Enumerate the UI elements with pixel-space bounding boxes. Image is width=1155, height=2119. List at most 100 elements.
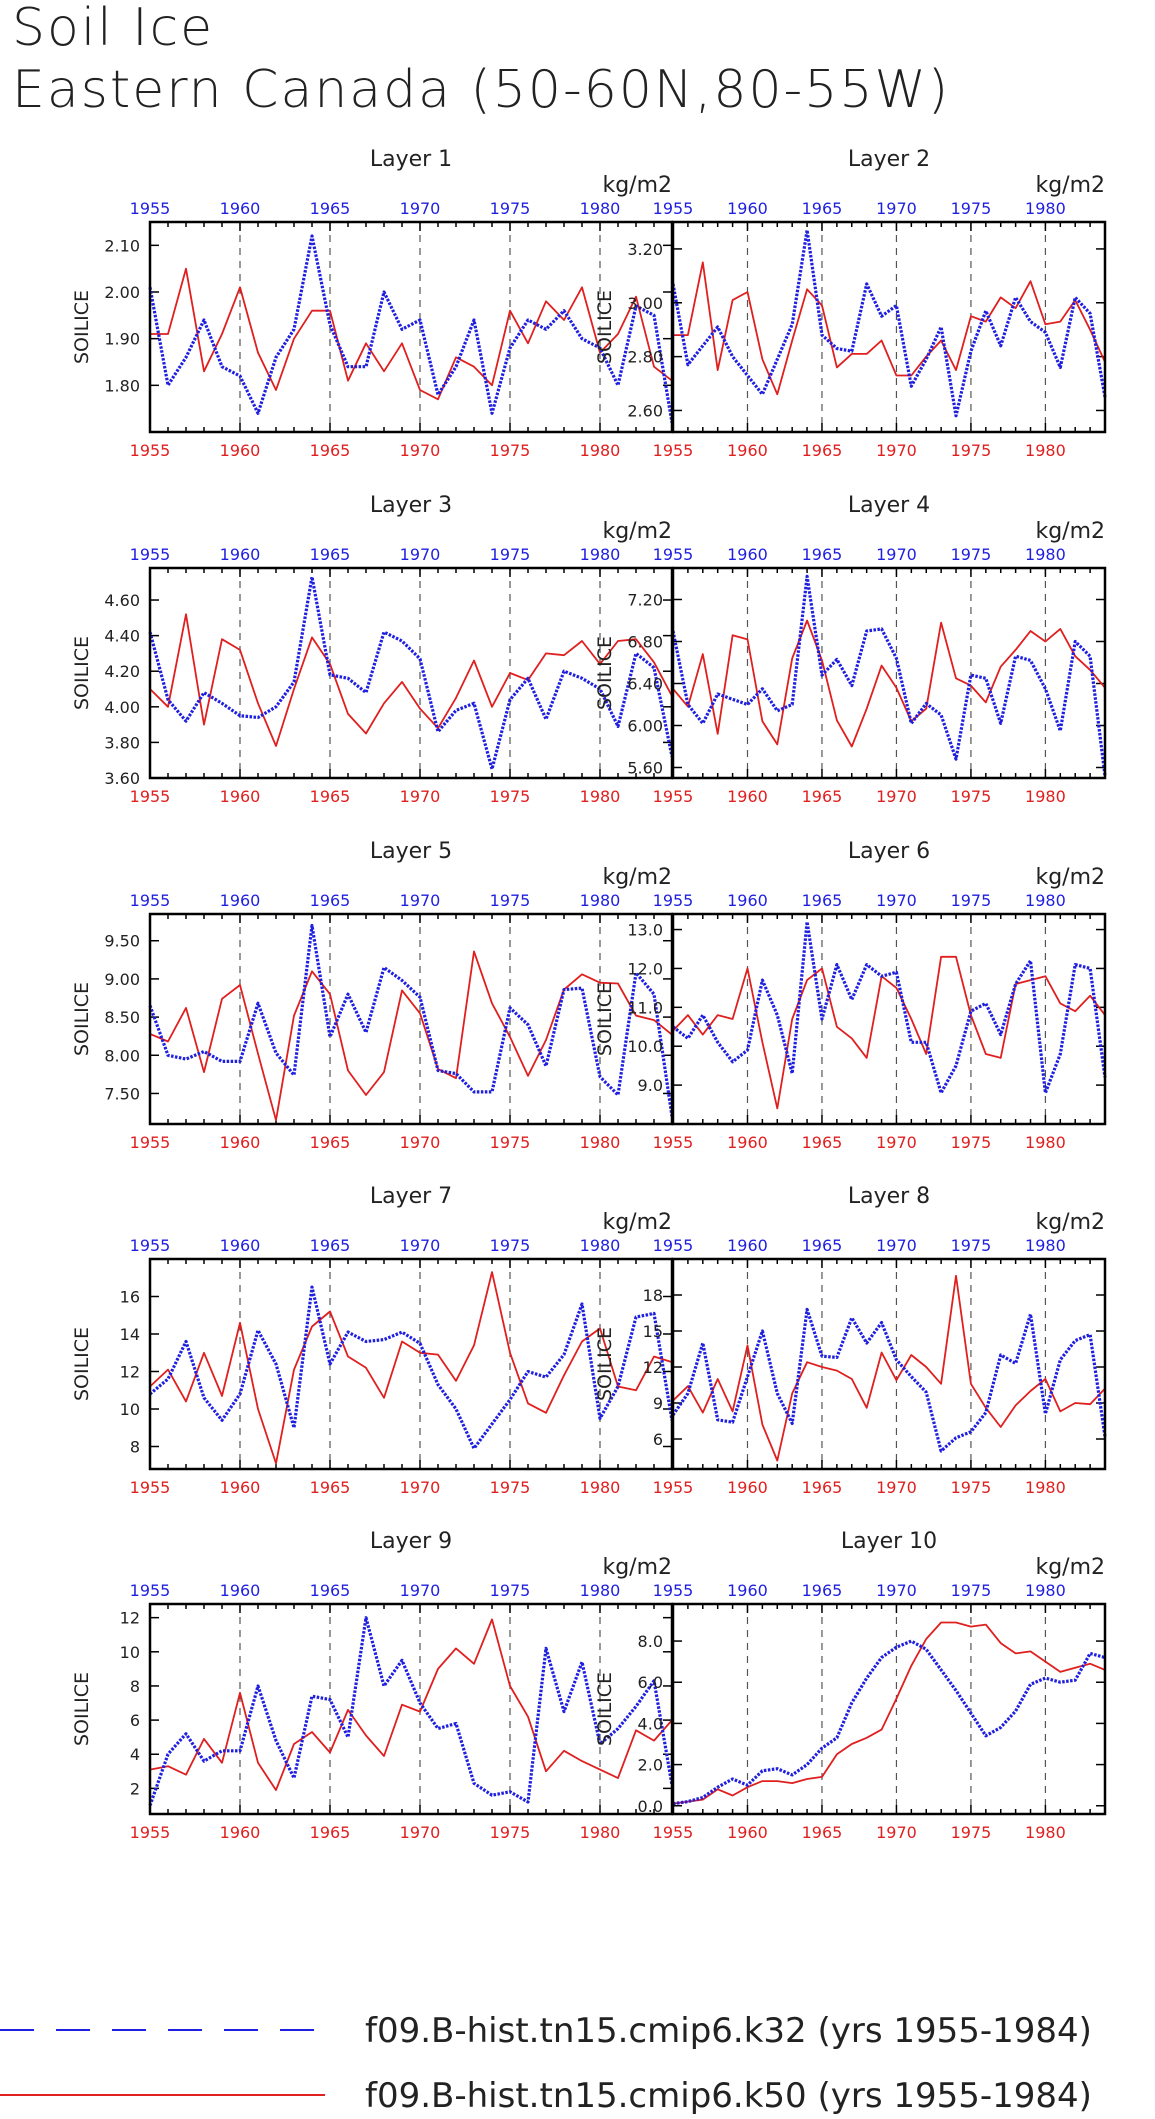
page-title-line-2: Eastern Canada (50-60N,80-55W) bbox=[12, 60, 951, 120]
layer-6-xlabel-top-1980: 1980 bbox=[1025, 891, 1066, 910]
page-title-line-1: Soil Ice bbox=[12, 0, 215, 58]
layer-9-xlabel-bottom-1955: 1955 bbox=[130, 1823, 171, 1842]
layer-7-ylabel-tick-10: 10 bbox=[120, 1400, 140, 1419]
layer-4-xlabel-top-1965: 1965 bbox=[802, 545, 843, 564]
layer-3-xlabel-bottom-1960: 1960 bbox=[220, 787, 261, 806]
layer-3-ylabel-tick-4.20: 4.20 bbox=[104, 662, 140, 681]
layer-1-units: kg/m2 bbox=[602, 173, 672, 198]
layer-6-xlabel-top-1970: 1970 bbox=[876, 891, 917, 910]
layer-6-series-k32 bbox=[672, 920, 1107, 1095]
layer-1-ylabel-tick-2.00: 2.00 bbox=[104, 283, 140, 302]
layer-8-ylabel-tick-15: 15 bbox=[643, 1322, 663, 1341]
chart-layer-2: Layer 2 kg/m2 SOILICE 1955 1955 1960 1960 1965 1… bbox=[594, 147, 1107, 460]
layer-3-ylabel-tick-3.60: 3.60 bbox=[104, 769, 140, 788]
layer-5-xlabel-top-1955: 1955 bbox=[130, 891, 171, 910]
layer-7-xlabel-bottom-1965: 1965 bbox=[310, 1478, 351, 1497]
layer-7-series-k32 bbox=[148, 1285, 674, 1451]
layer-5-xlabel-top-1975: 1975 bbox=[490, 891, 531, 910]
layer-10-ylabel-tick-8.0: 8.0 bbox=[638, 1632, 663, 1651]
layer-1-xlabel-bottom-1980: 1980 bbox=[580, 441, 621, 460]
layer-5-ylabel-tick-9.50: 9.50 bbox=[104, 932, 140, 951]
legend-label-k50: f09.B-hist.tn15.cmip6.k50 (yrs 1955-1984… bbox=[365, 2076, 1092, 2115]
layer-9-xlabel-top-1955: 1955 bbox=[130, 1581, 171, 1600]
layer-5-ylabel-tick-8.50: 8.50 bbox=[104, 1008, 140, 1027]
layer-5-xlabel-bottom-1975: 1975 bbox=[490, 1133, 531, 1152]
layer-1-ylabel-tick-2.10: 2.10 bbox=[104, 236, 140, 255]
layer-2-series-k32 bbox=[671, 228, 1107, 418]
layer-9-ylabel-tick-2: 2 bbox=[130, 1779, 140, 1798]
layer-8-ylabel-tick-6: 6 bbox=[653, 1430, 663, 1449]
layer-2-xlabel-bottom-1960: 1960 bbox=[727, 441, 768, 460]
layer-5-ylabel-tick-9.00: 9.00 bbox=[104, 970, 140, 989]
layer-5-ylabel: SOILICE bbox=[71, 982, 93, 1056]
layer-2-ylabel-tick-3.00: 3.00 bbox=[627, 294, 663, 313]
layer-1-xlabel-top-1965: 1965 bbox=[310, 199, 351, 218]
layer-2-plot-frame bbox=[671, 220, 1107, 434]
chart-layer-8: Layer 8 kg/m2 SOILICE 1955 1955 1960 1960 1965 1… bbox=[594, 1184, 1107, 1497]
layer-9-xlabel-bottom-1975: 1975 bbox=[490, 1823, 531, 1842]
layer-2-units: kg/m2 bbox=[1035, 173, 1105, 198]
layer-3-units: kg/m2 bbox=[602, 519, 672, 544]
layer-4-xlabel-bottom-1960: 1960 bbox=[727, 787, 768, 806]
layer-3-xlabel-bottom-1970: 1970 bbox=[400, 787, 441, 806]
layer-10-ylabel: SOILICE bbox=[594, 1672, 616, 1746]
layer-8-series-k50 bbox=[672, 1274, 1106, 1462]
chart-layer-4: Layer 4 kg/m2 SOILICE 1955 1955 1960 1960 1965 1… bbox=[594, 493, 1107, 806]
layer-6-ylabel: SOILICE bbox=[594, 982, 616, 1056]
layer-7-xlabel-top-1960: 1960 bbox=[220, 1236, 261, 1255]
layer-9-xlabel-top-1960: 1960 bbox=[220, 1581, 261, 1600]
layer-10-xlabel-bottom-1955: 1955 bbox=[653, 1823, 694, 1842]
layer-10-xlabel-top-1955: 1955 bbox=[653, 1581, 694, 1600]
layer-9-ylabel-tick-12: 12 bbox=[120, 1609, 140, 1628]
layer-6-title: Layer 6 bbox=[848, 839, 930, 864]
layer-3-series-k32 bbox=[148, 575, 674, 771]
layer-8-xlabel-top-1970: 1970 bbox=[876, 1236, 917, 1255]
layer-10-xlabel-bottom-1975: 1975 bbox=[951, 1823, 992, 1842]
layer-1-ylabel-tick-1.80: 1.80 bbox=[104, 376, 140, 395]
layer-3-xlabel-top-1965: 1965 bbox=[310, 545, 351, 564]
layer-9-ylabel: SOILICE bbox=[71, 1672, 93, 1746]
layer-8-plot-frame bbox=[671, 1257, 1107, 1471]
layer-7-xlabel-top-1965: 1965 bbox=[310, 1236, 351, 1255]
layer-3-xlabel-top-1955: 1955 bbox=[130, 545, 171, 564]
layer-10-title: Layer 10 bbox=[841, 1529, 937, 1554]
layer-5-units: kg/m2 bbox=[602, 865, 672, 890]
layer-2-xlabel-bottom-1975: 1975 bbox=[951, 441, 992, 460]
layer-4-ylabel-tick-6.00: 6.00 bbox=[627, 717, 663, 736]
layer-1-xlabel-bottom-1955: 1955 bbox=[130, 441, 171, 460]
layer-4-xlabel-bottom-1965: 1965 bbox=[802, 787, 843, 806]
layer-9-title: Layer 9 bbox=[370, 1529, 452, 1554]
layer-1-xlabel-top-1955: 1955 bbox=[130, 199, 171, 218]
layer-2-xlabel-bottom-1980: 1980 bbox=[1025, 441, 1066, 460]
layer-5-series-k32 bbox=[148, 923, 674, 1117]
layer-10-xlabel-top-1980: 1980 bbox=[1025, 1581, 1066, 1600]
layer-8-xlabel-bottom-1980: 1980 bbox=[1025, 1478, 1066, 1497]
layer-5-ylabel-tick-7.50: 7.50 bbox=[104, 1084, 140, 1103]
layer-8-ylabel-tick-18: 18 bbox=[643, 1286, 663, 1305]
layer-1-xlabel-top-1960: 1960 bbox=[220, 199, 261, 218]
layer-9-series-k32 bbox=[148, 1616, 674, 1807]
layer-2-xlabel-top-1955: 1955 bbox=[653, 199, 694, 218]
layer-1-xlabel-bottom-1960: 1960 bbox=[220, 441, 261, 460]
layer-6-ylabel-tick-11.0: 11.0 bbox=[627, 998, 663, 1017]
layer-5-xlabel-bottom-1970: 1970 bbox=[400, 1133, 441, 1152]
layer-6-xlabel-bottom-1955: 1955 bbox=[653, 1133, 694, 1152]
layer-9-units: kg/m2 bbox=[602, 1555, 672, 1580]
layer-9-xlabel-bottom-1965: 1965 bbox=[310, 1823, 351, 1842]
layer-8-ylabel-tick-9: 9 bbox=[653, 1394, 663, 1413]
layer-2-ylabel: SOILICE bbox=[594, 290, 616, 364]
layer-9-series-k50 bbox=[149, 1618, 673, 1791]
layer-7-ylabel: SOILICE bbox=[71, 1327, 93, 1401]
layer-5-xlabel-top-1980: 1980 bbox=[580, 891, 621, 910]
legend-label-k32: f09.B-hist.tn15.cmip6.k32 (yrs 1955-1984… bbox=[365, 2011, 1092, 2051]
layer-10-units: kg/m2 bbox=[1035, 1555, 1105, 1580]
layer-4-xlabel-bottom-1955: 1955 bbox=[653, 787, 694, 806]
layer-8-units: kg/m2 bbox=[1035, 1210, 1105, 1235]
layer-3-ylabel-tick-4.60: 4.60 bbox=[104, 591, 140, 610]
layer-5-xlabel-bottom-1980: 1980 bbox=[580, 1133, 621, 1152]
layer-2-series-k50 bbox=[673, 261, 1106, 396]
layer-4-xlabel-top-1955: 1955 bbox=[653, 545, 694, 564]
layer-1-xlabel-top-1975: 1975 bbox=[490, 199, 531, 218]
layer-9-xlabel-bottom-1960: 1960 bbox=[220, 1823, 261, 1842]
chart-layer-1: Layer 1 kg/m2 SOILICE 1955 1955 1960 1960 1965 1… bbox=[71, 147, 674, 460]
